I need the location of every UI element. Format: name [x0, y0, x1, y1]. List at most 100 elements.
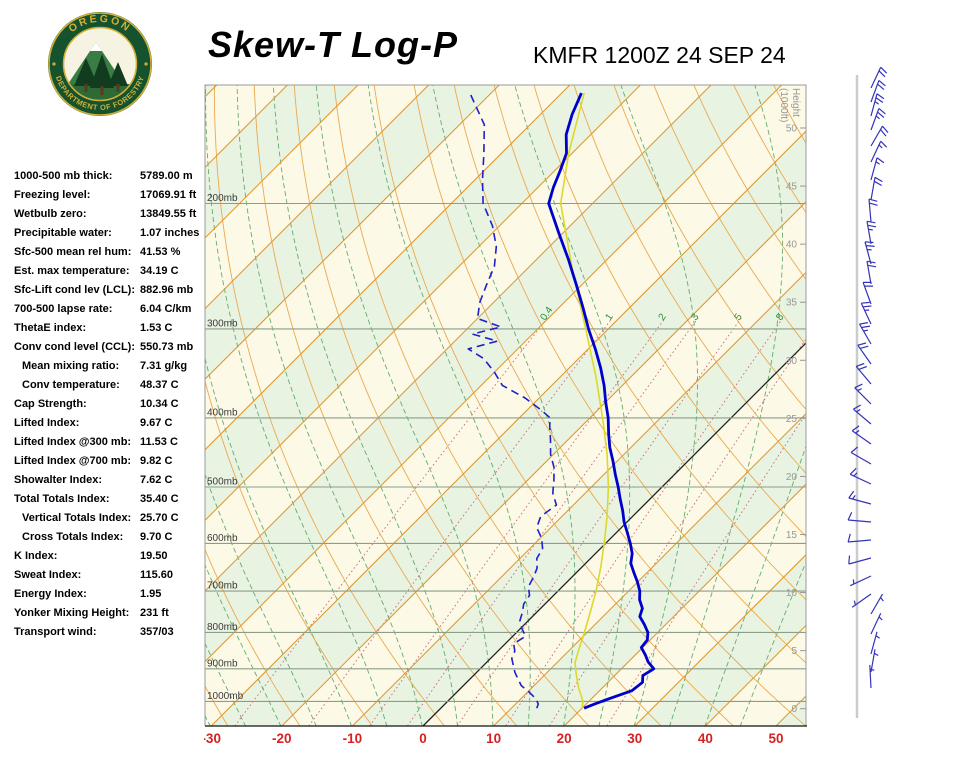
index-value: 5789.00 m: [140, 170, 193, 182]
index-value: 231 ft: [140, 607, 169, 619]
temp-axis-label: 0: [419, 731, 427, 746]
pressure-label: 900mb: [207, 658, 238, 669]
page-title: Skew-T Log-P: [208, 24, 459, 65]
mixing-ratio-label: 1: [603, 311, 615, 322]
index-value: 17069.91 ft: [140, 189, 197, 201]
index-row: Energy Index: 1.95: [14, 585, 210, 604]
temp-axis-label: 30: [627, 731, 642, 746]
index-label: Cross Totals Index:: [22, 531, 124, 543]
mixing-ratio-lines: [234, 317, 806, 726]
temp-axis-label: -10: [343, 731, 363, 746]
index-value: 19.50: [140, 550, 168, 562]
height-label: 5: [791, 646, 797, 657]
index-row: Transport wind: 357/03: [14, 623, 210, 642]
index-row: 1000-500 mb thick: 5789.00 m: [14, 167, 210, 186]
pressure-label: 500mb: [207, 476, 238, 487]
index-label: Cap Strength:: [14, 398, 87, 410]
index-row: Sweat Index: 115.60: [14, 566, 210, 585]
stability-indices-panel: 1000-500 mb thick: 5789.00 m Freezing leve…: [14, 167, 210, 642]
index-value: 1.53 C: [140, 322, 173, 334]
index-label: Energy Index:: [14, 588, 87, 600]
index-label: K Index:: [14, 550, 58, 562]
mixing-ratio-label: 8: [774, 311, 786, 322]
index-row: Lifted Index: 9.67 C: [14, 414, 210, 433]
pressure-label: 1000mb: [207, 691, 244, 702]
pressure-label: 600mb: [207, 533, 238, 544]
index-label: Lifted Index @700 mb:: [14, 455, 132, 467]
index-row: Yonker Mixing Height: 231 ft: [14, 604, 210, 623]
index-value: 7.62 C: [140, 474, 173, 486]
temperature-trace: [547, 92, 656, 710]
height-label: 0: [791, 704, 797, 715]
temp-axis-label: -20: [272, 731, 292, 746]
height-label: 10: [786, 588, 798, 599]
logo-left-dot: [52, 62, 56, 66]
index-row: Est. max temperature: 34.19 C: [14, 262, 210, 281]
temp-axis-label: 10: [486, 731, 501, 746]
index-label: Lifted Index @300 mb:: [14, 436, 132, 448]
index-value: 34.19 C: [140, 265, 179, 277]
wind-barbs: [847, 66, 889, 689]
index-label: Freezing level:: [14, 189, 91, 201]
odf-logo: OREGON DEPARTMENT OF FORESTRY: [48, 12, 152, 116]
index-row: Freezing level: 17069.91 ft: [14, 186, 210, 205]
index-value: 550.73 mb: [140, 341, 194, 353]
index-row: Vertical Totals Index: 25.70 C: [14, 509, 210, 528]
index-row: Sfc-500 mean rel hum: 41.53 %: [14, 243, 210, 262]
height-label: 35: [786, 298, 798, 309]
pressure-label: 200mb: [207, 193, 238, 204]
temp-axis-label: 50: [768, 731, 783, 746]
height-label: 20: [786, 472, 798, 483]
index-label: Lifted Index:: [14, 417, 80, 429]
mixing-ratio-label: 3: [689, 311, 701, 322]
index-row: K Index: 19.50: [14, 547, 210, 566]
index-label: Sfc-500 mean rel hum:: [14, 246, 132, 258]
index-value: 11.53 C: [140, 436, 178, 448]
index-label: Showalter Index:: [14, 474, 103, 486]
index-row: Cap Strength: 10.34 C: [14, 395, 210, 414]
logo-outer-ring: [48, 12, 152, 116]
index-row: Lifted Index @300 mb: 11.53 C: [14, 433, 210, 452]
index-row: Precipitable water: 1.07 inches: [14, 224, 210, 243]
index-value: 7.31 g/kg: [140, 360, 188, 372]
pressure-label: 300mb: [207, 318, 238, 329]
index-label: Conv cond level (CCL):: [14, 341, 136, 353]
index-row: Mean mixing ratio: 7.31 g/kg: [14, 357, 210, 376]
logo-right-dot: [144, 62, 148, 66]
index-label: ThetaE index:: [14, 322, 87, 334]
height-label: 15: [786, 530, 798, 541]
index-row: Lifted Index @700 mb: 9.82 C: [14, 452, 210, 471]
station-time-title: KMFR 1200Z 24 SEP 24: [533, 42, 786, 68]
mixing-ratio-label: 5: [733, 311, 745, 322]
index-label: Mean mixing ratio:: [22, 360, 120, 372]
index-label: Wetbulb zero:: [14, 208, 87, 220]
index-value: 9.67 C: [140, 417, 173, 429]
index-value: 48.37 C: [140, 379, 179, 391]
index-value: 115.60: [140, 569, 174, 581]
index-value: 1.07 inches: [140, 227, 200, 239]
index-label: Yonker Mixing Height:: [14, 607, 130, 619]
index-row: 700-500 lapse rate: 6.04 C/km: [14, 300, 210, 319]
height-label: 30: [786, 356, 798, 367]
index-label: Vertical Totals Index:: [22, 512, 132, 524]
index-value: 357/03: [140, 626, 174, 638]
index-value: 9.82 C: [140, 455, 173, 467]
pressure-lines: 200mb 300mb 400mb 500mb 600mb 700mb 800mb 900mb…: [205, 193, 806, 702]
height-axis-title: Height(1000ft): [778, 88, 801, 122]
temp-axis-label: 20: [557, 731, 572, 746]
pressure-label: 400mb: [207, 407, 238, 418]
index-value: 10.34 C: [140, 398, 179, 410]
index-row: Wetbulb zero: 13849.55 ft: [14, 205, 210, 224]
index-row: Cross Totals Index: 9.70 C: [14, 528, 210, 547]
index-label: Sweat Index:: [14, 569, 82, 581]
dewpoint-trace: [467, 92, 558, 709]
pressure-label: 700mb: [207, 581, 238, 592]
index-row: Conv temperature: 48.37 C: [14, 376, 210, 395]
index-label: Conv temperature:: [22, 379, 120, 391]
height-label: 25: [786, 414, 798, 425]
index-label: 1000-500 mb thick:: [14, 170, 113, 182]
chart-border: [204, 84, 807, 726]
index-label: Transport wind:: [14, 626, 97, 638]
